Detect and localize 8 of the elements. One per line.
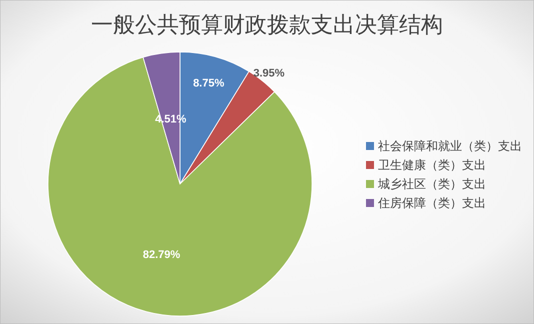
legend-label: 社会保障和就业（类）支出 <box>378 139 522 153</box>
legend-label: 卫生健康（类）支出 <box>378 158 486 172</box>
slice-label: 城乡社区（类）支出 <box>377 177 486 191</box>
data-label: 82.79% <box>142 249 180 262</box>
chart-title: 一般公共预算财政拨款支出决算结构 <box>91 12 443 37</box>
legend-label: 住房保障（类）支出 <box>377 196 486 210</box>
data-label: 8.75% <box>193 77 224 90</box>
data-label: 3.95% <box>253 68 285 80</box>
